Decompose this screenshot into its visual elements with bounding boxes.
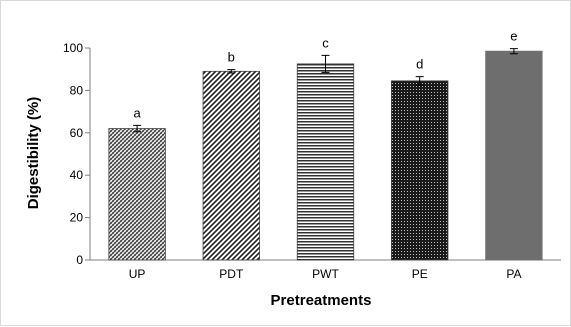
bar-up — [108, 128, 166, 261]
y-axis-ticks: 0 20 40 60 80 100 — [63, 41, 90, 267]
x-axis-label: Pretreatments — [271, 292, 372, 309]
error-bar-pwt — [321, 54, 330, 73]
y-axis-label: Digestibility (%) — [25, 97, 42, 210]
error-bar-up — [133, 124, 142, 133]
x-axis-ticks: UP PDT PWT PE PA — [129, 267, 522, 281]
significance-label-pa: e — [510, 29, 517, 44]
y-tick-label: 60 — [70, 126, 84, 140]
bars-group: a b c d e — [108, 29, 543, 261]
bar-pa — [485, 50, 543, 261]
significance-label-pdt: b — [228, 50, 235, 65]
bar-pwt — [296, 63, 355, 261]
bar-pdt — [202, 70, 260, 261]
x-tick-label-pdt: PDT — [219, 267, 244, 281]
x-tick-label-pa: PA — [506, 267, 521, 281]
significance-label-pe: d — [416, 57, 423, 72]
y-tick-label: 40 — [70, 168, 84, 182]
error-bar-pe — [415, 76, 424, 86]
error-bar-pdt — [227, 69, 236, 74]
y-tick-label: 80 — [70, 83, 84, 97]
error-bar-pa — [509, 48, 518, 55]
x-tick-label-pwt: PWT — [312, 267, 339, 281]
significance-label-pwt: c — [322, 35, 329, 50]
y-tick-label: 0 — [76, 253, 83, 267]
significance-label-up: a — [133, 105, 141, 120]
y-tick-label: 100 — [63, 41, 83, 55]
x-tick-label-up: UP — [129, 267, 146, 281]
bar-pe — [391, 80, 449, 261]
x-tick-label-pe: PE — [412, 267, 428, 281]
y-tick-label: 20 — [70, 211, 84, 225]
